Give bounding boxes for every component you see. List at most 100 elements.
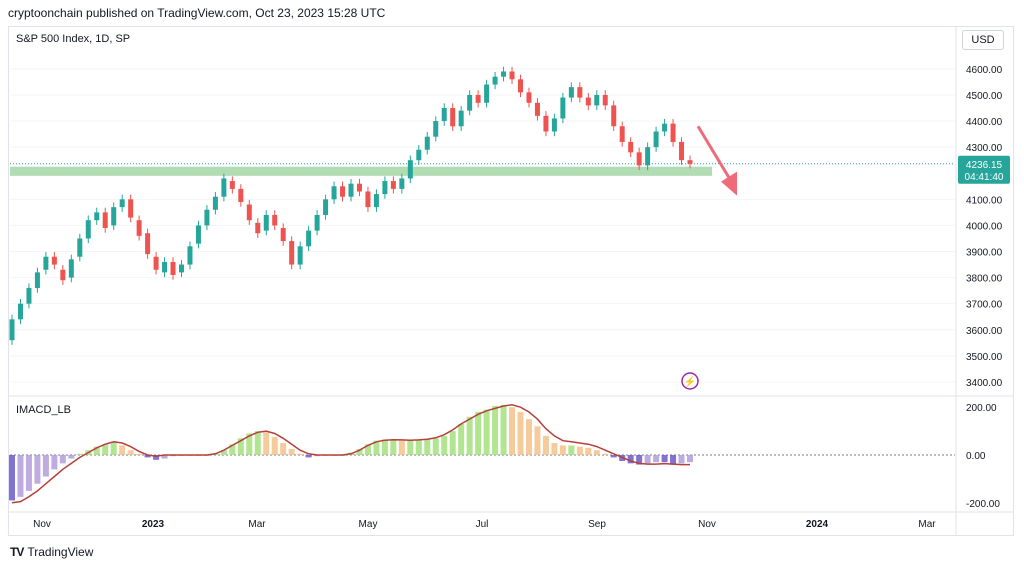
macd-histogram-bar <box>220 450 227 455</box>
footer: TV TradingView <box>10 545 93 559</box>
candle-body <box>272 214 278 226</box>
currency-selector[interactable]: USD <box>962 30 1004 50</box>
candle-body <box>458 110 464 127</box>
macd-histogram-bar <box>593 450 600 455</box>
macd-histogram-bar <box>415 440 422 455</box>
macd-histogram-bar <box>678 455 685 464</box>
candle-body <box>670 123 676 142</box>
macd-histogram-bar <box>441 435 448 455</box>
macd-histogram-bar <box>627 455 634 464</box>
time-tick-label: Nov <box>33 519 51 530</box>
candle-body <box>94 212 100 221</box>
macd-histogram-bar <box>93 446 100 455</box>
macd-histogram-bar <box>229 444 236 455</box>
candle-body <box>356 183 362 192</box>
price-chart[interactable]: 4600.00 4500.00 4400.00 4300.00 4100.00 4000.… <box>0 0 1024 540</box>
candles <box>9 66 693 345</box>
candle-body <box>619 126 625 142</box>
macd-histogram-bar <box>237 438 244 455</box>
candle-body <box>577 87 583 98</box>
price-tick-label: 3800.00 <box>966 274 1003 285</box>
lightning-glyph: ⚡ <box>684 375 696 388</box>
countdown-value: 04:41:40 <box>965 172 1004 183</box>
candle-body <box>662 123 668 132</box>
price-axis: 4600.00 4500.00 4400.00 4300.00 4100.00 4000.… <box>966 65 1003 389</box>
candle-body <box>111 207 117 226</box>
candle-body <box>128 199 134 218</box>
price-tick-label: 3400.00 <box>966 378 1003 389</box>
candle-body <box>568 87 574 98</box>
candle-body <box>687 160 693 164</box>
candle-body <box>331 186 337 200</box>
macd-histogram-bar <box>559 445 566 455</box>
candle-body <box>17 303 23 320</box>
price-tick-label: 3500.00 <box>966 352 1003 363</box>
macd-histogram-bar <box>119 445 126 455</box>
candle-body <box>162 261 168 273</box>
candle-body <box>501 71 507 77</box>
macd-histogram-bar <box>551 443 558 455</box>
candle-body <box>492 76 498 85</box>
macd-histogram-bar <box>475 411 482 455</box>
price-tick-label: 3900.00 <box>966 248 1003 259</box>
macd-histogram-bar <box>542 435 549 455</box>
macd-histogram-bar <box>373 440 380 455</box>
candle-body <box>60 269 66 281</box>
indicator-title: IMACD_LB <box>16 404 72 416</box>
macd-histogram-bar <box>102 444 109 455</box>
price-tick-label: 4600.00 <box>966 65 1003 76</box>
macd-histogram-bar <box>297 453 304 455</box>
candle-body <box>679 141 685 161</box>
candle-body <box>602 94 608 106</box>
macd-histogram-bar <box>432 438 439 455</box>
time-tick-label: Mar <box>248 519 266 530</box>
candle-body <box>102 212 108 229</box>
projection-arrow-head <box>721 171 737 196</box>
candle-body <box>229 181 235 189</box>
candle-body <box>314 214 320 231</box>
macd-histogram-bar <box>390 439 397 455</box>
macd-histogram-bar <box>466 416 473 455</box>
macd-histogram-bar <box>127 450 134 455</box>
time-tick-label: Nov <box>698 519 716 530</box>
candle-body <box>119 199 125 208</box>
candle-body <box>306 230 312 247</box>
projection-arrow-shaft <box>696 125 731 179</box>
time-tick-label: Jul <box>476 519 489 530</box>
candle-body <box>153 256 159 270</box>
macd-histogram-bar <box>602 453 609 455</box>
macd-histogram-bar <box>110 441 117 455</box>
macd-histogram-bar <box>585 447 592 455</box>
candle-body <box>509 71 515 80</box>
macd-signal-line <box>11 404 690 504</box>
time-tick-label: 2024 <box>806 519 829 530</box>
macd-histogram-bar <box>407 440 414 455</box>
macd-histogram-bar <box>271 437 278 455</box>
macd-histogram-bar <box>644 455 651 464</box>
candle-body <box>297 246 303 265</box>
macd-histogram-bar <box>458 423 465 455</box>
price-tick-label: 3700.00 <box>966 300 1003 311</box>
candle-body <box>450 108 456 127</box>
macd-histogram-bar <box>653 455 660 463</box>
macd-histogram-bar <box>492 405 499 455</box>
candle-body <box>26 288 32 304</box>
candle-body <box>204 209 210 226</box>
macd-histogram-bar <box>136 453 143 455</box>
price-tick-label: 3600.00 <box>966 326 1003 337</box>
time-axis: Nov 2023 Mar May Jul Sep Nov 2024 Mar <box>33 519 936 530</box>
candle-body <box>43 256 49 270</box>
candle-body <box>68 259 74 278</box>
macd-histogram-bar <box>381 439 388 455</box>
chart-title: S&P 500 Index, 1D, SP <box>16 33 131 45</box>
time-tick-label: 2023 <box>142 519 165 530</box>
candle-body <box>170 261 176 275</box>
indicator-tick-label: 200.00 <box>966 403 997 414</box>
macd-histogram-bar <box>398 440 405 455</box>
macd-histogram-bar <box>568 445 575 455</box>
candle-body <box>526 92 532 103</box>
macd-histogram-bar <box>161 455 168 459</box>
macd-histogram-bar <box>576 446 583 455</box>
macd-histogram-bar <box>9 455 15 501</box>
